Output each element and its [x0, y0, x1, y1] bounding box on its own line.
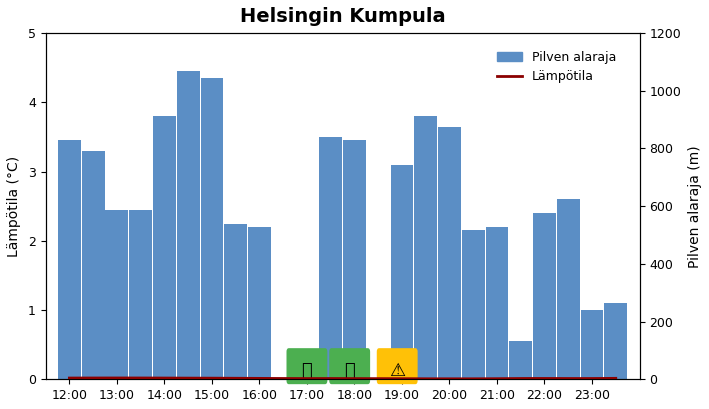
Bar	[82, 151, 104, 379]
Bar	[177, 71, 199, 379]
FancyBboxPatch shape	[376, 348, 418, 384]
Bar	[319, 137, 342, 379]
Bar	[106, 210, 128, 379]
Legend: Pilven alaraja, Lämpötila: Pilven alaraja, Lämpötila	[492, 46, 621, 88]
Bar	[201, 78, 223, 379]
Bar	[604, 303, 627, 379]
Bar	[581, 310, 603, 379]
FancyBboxPatch shape	[286, 348, 328, 384]
Bar	[414, 116, 437, 379]
Bar	[557, 199, 580, 379]
Bar	[129, 210, 152, 379]
Y-axis label: Pilven alaraja (m): Pilven alaraja (m)	[688, 145, 702, 267]
Bar	[153, 116, 176, 379]
Bar	[343, 140, 366, 379]
Bar	[391, 165, 413, 379]
Text: ⚠: ⚠	[389, 362, 406, 380]
Bar	[533, 213, 556, 379]
Text: 🚴: 🚴	[301, 362, 312, 380]
FancyBboxPatch shape	[329, 348, 370, 384]
Bar	[509, 341, 532, 379]
Bar	[58, 140, 81, 379]
Title: Helsingin Kumpula: Helsingin Kumpula	[240, 7, 445, 26]
Bar	[224, 223, 247, 379]
Bar	[462, 230, 485, 379]
Bar	[438, 126, 461, 379]
Bar	[248, 227, 271, 379]
Bar	[486, 227, 508, 379]
Y-axis label: Lämpötila (°C): Lämpötila (°C)	[7, 156, 21, 257]
Text: 🎾: 🎾	[345, 362, 355, 380]
